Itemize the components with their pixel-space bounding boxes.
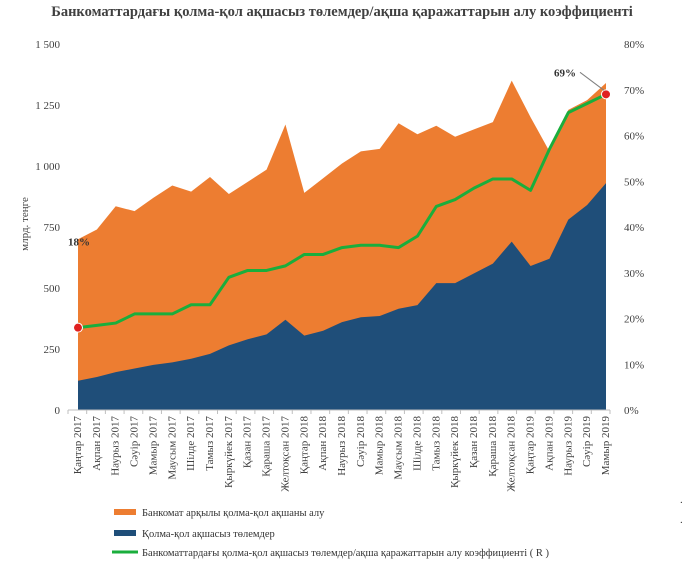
plot-areas [78,80,606,410]
x-tick-label: Сәуір 2019 [581,416,593,468]
area-series-2 [78,183,606,410]
x-tick-label: Ақпан 2019 [543,416,555,471]
x-tick-label: Қараша 2018 [487,416,499,477]
legend-label: Банкоматтардағы қолма-қол ақшасыз төлемд… [142,548,550,559]
x-tick-label: Қаңтар 2017 [72,416,84,475]
annotation-marker [73,322,83,333]
x-tick-label: Желтоқсан 2018 [506,416,518,492]
x-tick-label: Наурыз 2018 [336,416,348,476]
legend: Банкомат арқылы қолма-қол ақшаны алу Қолм… [112,508,550,559]
x-tick-label: Маусым 2017 [166,416,178,480]
legend-label: Қолма-қол ақшасыз төлемдер [142,529,275,540]
x-tick-label: Қараша 2017 [261,416,273,477]
x-tick-label: Желтоқсан 2017 [279,416,291,492]
y-tick-label: 250 [44,344,61,356]
ratio-line-layer [76,92,608,330]
y-tick-label: 500 [44,283,61,295]
x-tick-label: Қазан 2017 [242,416,254,469]
y-axis-label: млрд. теңге [19,197,31,251]
x-tick-label: Ақпан 2018 [317,416,329,471]
x-tick-label: Қыркүйек 2018 [449,416,461,488]
x-tick-label: Тамыз 2018 [430,416,442,471]
y2-tick-label: 70% [624,85,644,97]
ratio-line [76,92,608,330]
x-tick-label: Қаңтар 2018 [298,416,310,475]
annotations: 18% 69% [68,67,611,333]
y2-tick-label: 60% [624,131,644,143]
legend-swatch [114,509,136,515]
y-tick-label: 750 [44,222,61,234]
y2-tick-label: 40% [624,222,644,234]
x-tick-label: Наурыз 2017 [110,416,122,476]
chart-title: Банкоматтардағы қолма-қол ақшасыз төлемд… [51,4,633,20]
x-tick-label: Сәуір 2018 [355,416,367,468]
legend-label: Банкомат арқылы қолма-қол ақшаны алу [142,508,325,519]
x-tick-label: Ақпан 2017 [91,416,103,471]
y-tick-label: 0 [55,405,61,417]
x-tick-label: Мамыр 2018 [374,416,386,476]
x-tick-label: Қаңтар 2019 [525,416,537,475]
y-tick-label: 1 250 [35,100,60,112]
decor-dot-2: . [680,514,683,526]
annotation-label: 18% [68,237,90,249]
x-tick-label: Тамыз 2017 [204,416,216,471]
x-tick-label: Қазан 2018 [468,416,480,469]
x-tick-label: Мамыр 2017 [147,416,159,476]
annotation-leader [579,71,605,91]
x-tick-labels: Қаңтар 2017 Ақпан 2017 Наурыз 2017 Сәуір 20… [72,416,612,492]
y2-tick-label: 10% [624,359,644,371]
x-tick-label: Шілде 2018 [411,416,423,471]
legend-swatch [114,530,136,536]
decor-dot-1: . [680,494,683,506]
x-tick-label: Қыркүйек 2017 [223,416,235,488]
x-tick-label: Сәуір 2017 [129,416,141,468]
annotation-label: 69% [554,67,576,79]
axes: 0 250 500 750 1 000 1 250 1 500 0% 10% 20% 30% 40% 5… [35,39,644,417]
y2-tick-label: 30% [624,268,644,280]
y2-tick-label: 50% [624,176,644,188]
y-tick-label: 1 500 [35,39,60,51]
y2-tick-label: 80% [624,39,644,51]
y2-tick-label: 20% [624,314,644,326]
x-tick-label: Шілде 2017 [185,416,197,471]
y-tick-label: 1 000 [35,161,60,173]
annotation-marker [601,89,611,100]
x-tick-label: Наурыз 2019 [562,416,574,476]
y2-tick-label: 0% [624,405,639,417]
x-tick-label: Маусым 2018 [393,416,405,480]
x-tick-label: Мамыр 2019 [600,416,612,476]
